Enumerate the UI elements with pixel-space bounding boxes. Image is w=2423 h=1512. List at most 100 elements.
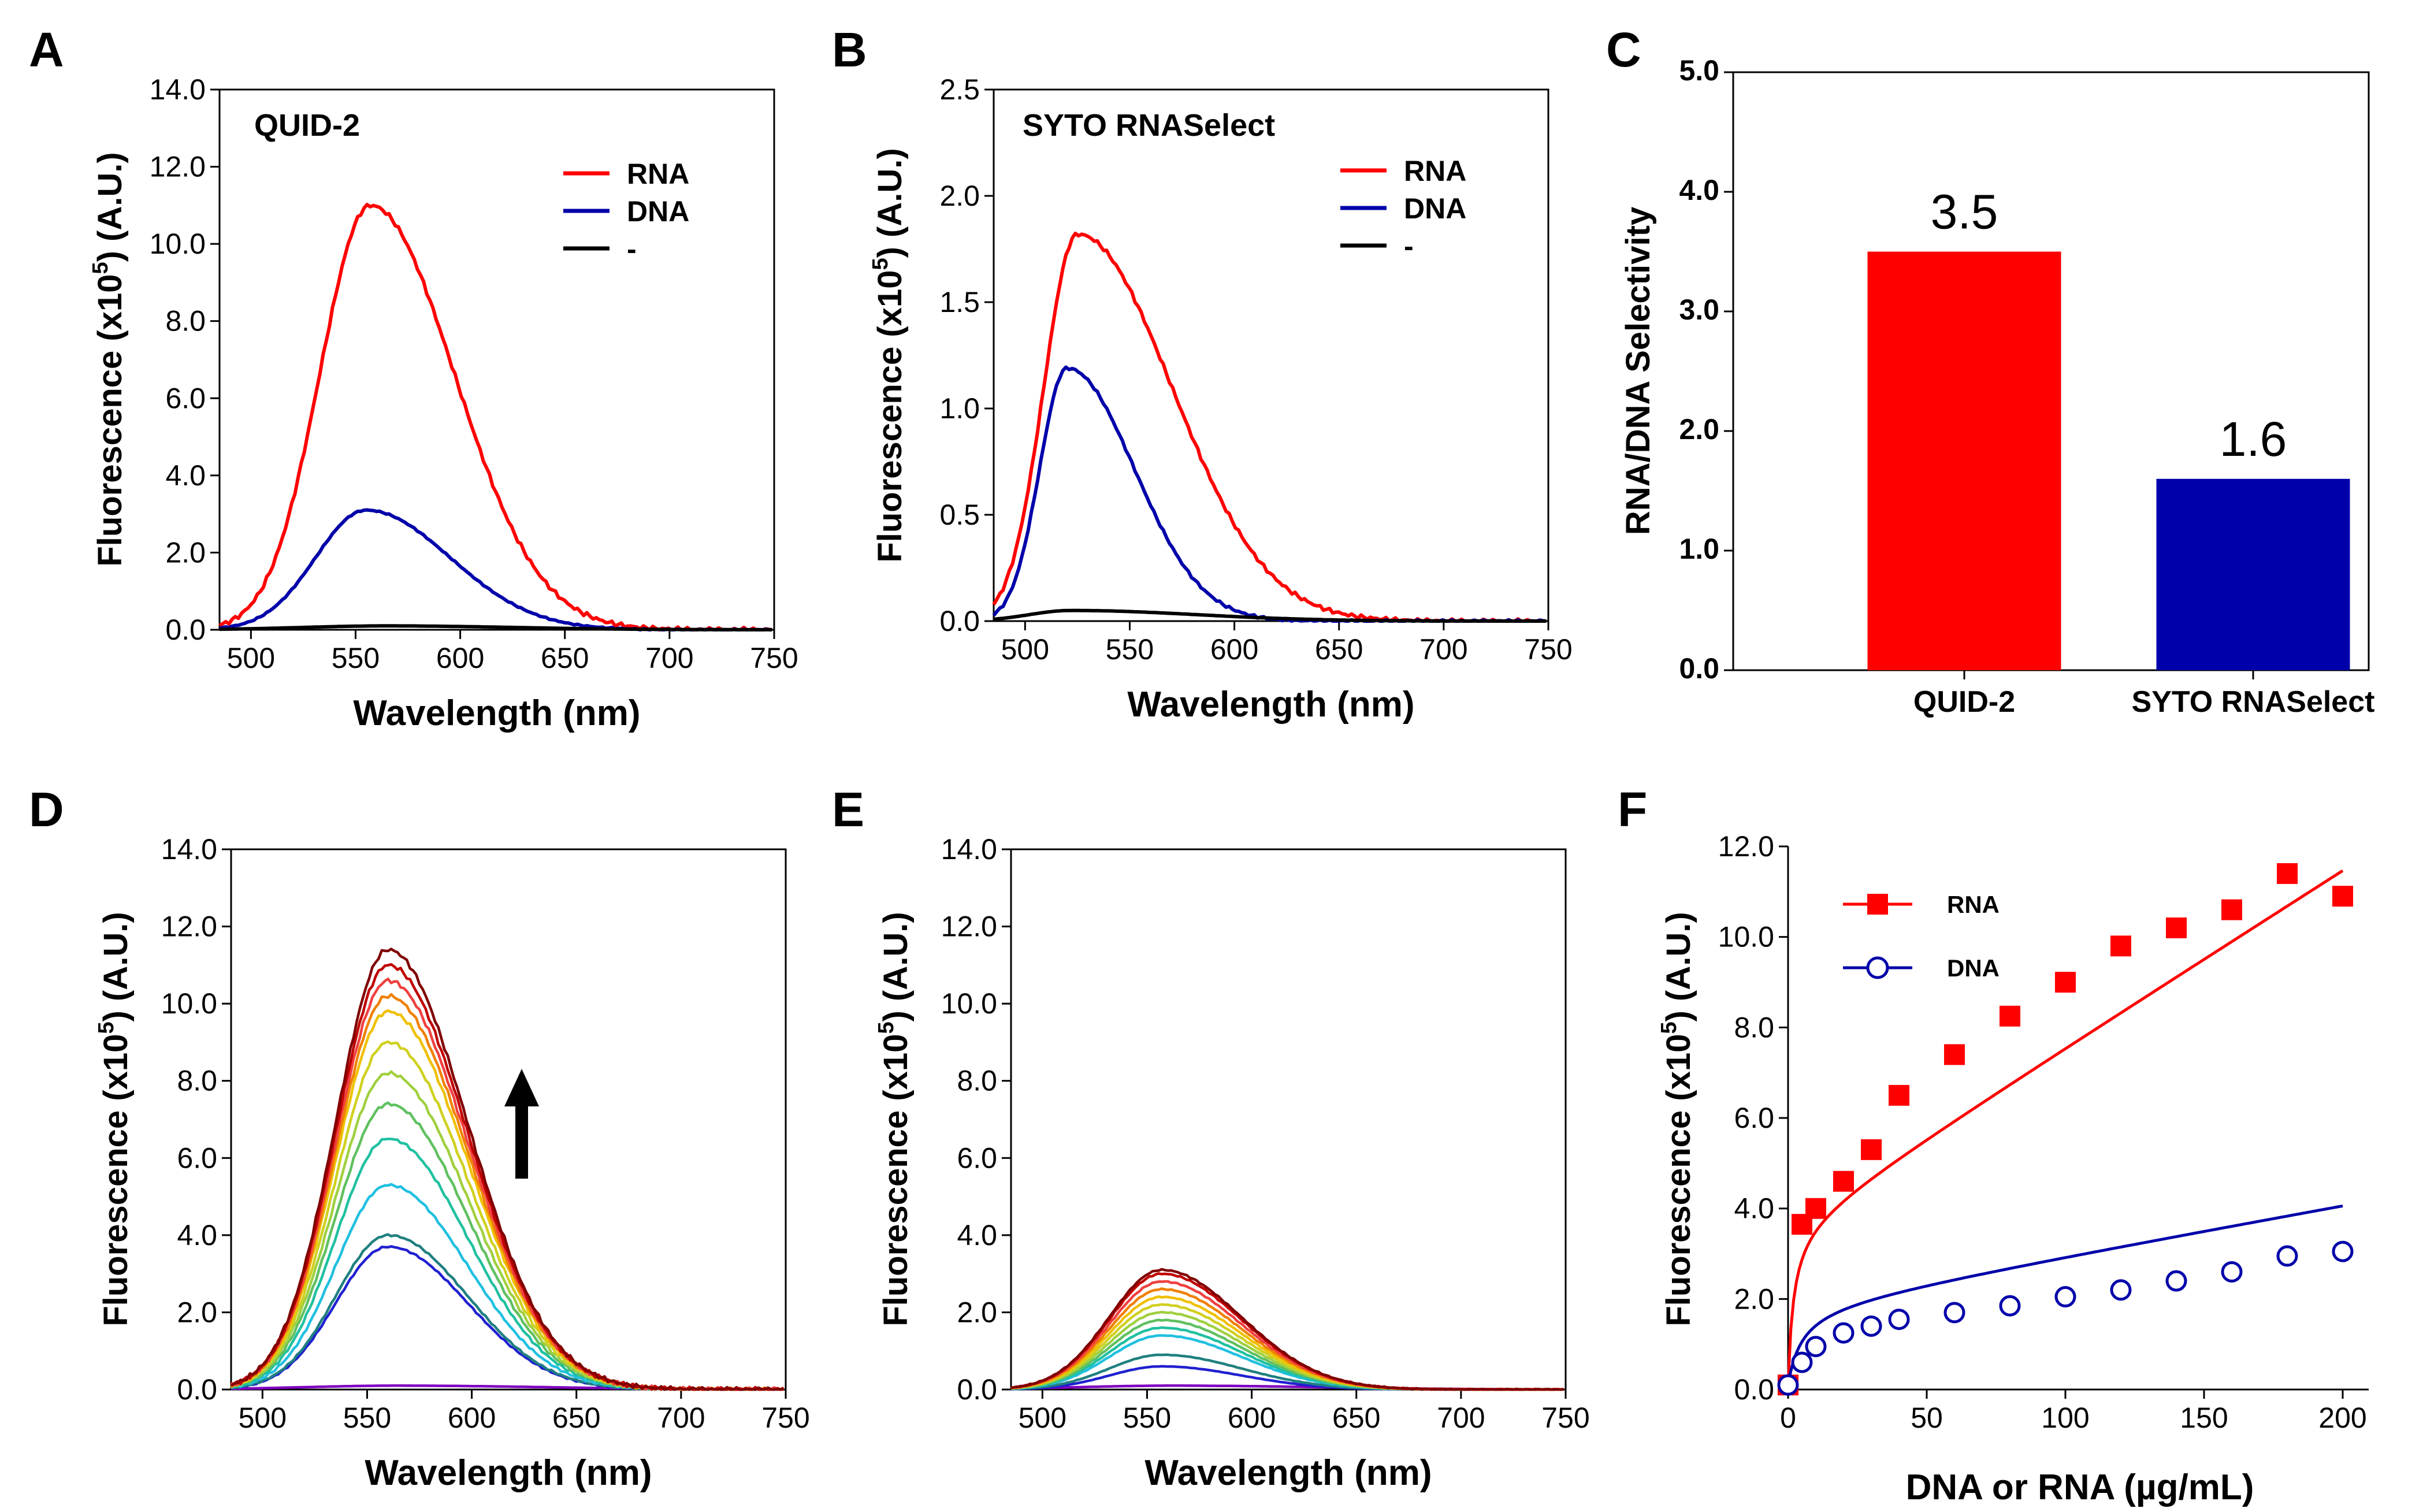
panel-d-titration-curve [230,978,785,1391]
panel-f-x-axis: 0 50 100 150 200 [1780,1390,2367,1434]
panel-b-title: SYTO RNASelect [1023,108,1275,143]
panel-c-y-axis-label: RNA/DNA Selectivity [1619,207,1657,535]
panel-a-y-axis-label: Fluorescence (x105) (A.U.) [88,152,129,566]
y-tick-label: 1.0 [1679,533,1719,565]
panel-f-legend-marker-dna [1866,956,1889,979]
y-tick-label: 5.0 [1679,54,1719,87]
panel-b-y-axis: 0.0 0.5 1.0 1.5 2.0 2.5 [939,73,994,637]
panel-a-y-axis: 0.0 2.0 4.0 6.0 8.0 10.0 12.0 14.0 [150,73,220,646]
y-tick-label: 0.0 [957,1373,997,1406]
panel-f-point-dna [2332,1240,2354,1262]
panel-c-bar-value-label: 3.5 [1931,185,1998,239]
panel-c-bars: 3.5 QUID-2 1.6 SYTO RNASelect [1867,185,2374,719]
panel-d-arrow-head [504,1069,539,1106]
panel-d-y-axis: 0.0 2.0 4.0 6.0 8.0 10.0 12.0 14.0 [161,833,231,1406]
y-tick-label: 0.5 [939,499,980,531]
x-tick-label: 700 [1437,1402,1485,1434]
panel-e-plot-frame [1010,848,1567,1391]
panel-letter-d: D [29,782,64,837]
x-tick-label: 750 [761,1402,809,1434]
panel-b-legend-none: - [1404,230,1414,262]
panel-b: B 0.00.51.01.52.02.5 500 550 600 650 700 750 … [832,23,1573,725]
panel-f-point-rna [1944,1044,1965,1065]
panel-d-titration-curve [230,963,784,1391]
panel-a-series-line-dna [219,508,772,631]
panel-f-y-axis: 0.0 2.0 4.0 6.0 8.0 10.0 12.0 [1718,830,1788,1406]
y-tick-label: 12.0 [150,151,206,183]
x-tick-label: 750 [1541,1402,1589,1434]
panel-a-plot-frame [218,88,775,631]
y-tick-label: 1.0 [939,392,980,425]
x-tick-label: 700 [1419,633,1467,666]
panel-c-bar-quid-2 [1867,251,2061,670]
panel-a-series-line-none [219,624,772,631]
panel-letter-a: A [29,23,64,77]
y-tick-label: 12.0 [161,911,217,943]
panel-f: F 0.0 2.0 4.0 6.0 8.0 10.0 12.0 0 50 100 150 200 R… [1618,782,2369,1507]
y-tick-label: 10.0 [1718,921,1774,953]
panel-b-legend-dna: DNA [1404,192,1466,225]
x-tick-label: 650 [1332,1402,1380,1434]
x-tick-label: 750 [750,642,798,674]
panel-e-y-axis-label: Fluorescence (x105) (A.U.) [874,912,915,1326]
y-tick-label: 2.0 [165,536,206,569]
x-tick-label: 500 [227,642,275,674]
panel-f-point-dna [2110,1279,2132,1301]
x-tick-label: 550 [1106,633,1154,666]
y-tick-label: 6.0 [957,1142,997,1174]
panel-a-legend: RNA DNA - [563,158,689,265]
panel-letter-b: B [832,23,867,77]
x-tick-label: 600 [1210,633,1258,666]
panel-b-series [992,231,1547,623]
panel-b-plot-frame [993,88,1549,622]
panel-f-point-rna [2000,1005,2020,1027]
panel-e-x-axis: 500 550 600 650 700 750 [1019,1390,1590,1434]
panel-f-y-axis-label: Fluorescence (x105) (A.U.) [1657,912,1697,1326]
x-tick-label: 200 [2318,1402,2366,1434]
y-tick-label: 3.0 [1679,294,1719,326]
panel-letter-c: C [1606,23,1641,77]
x-tick-label: 0 [1780,1402,1796,1434]
panel-f-fit-line-rna [1786,869,2344,1385]
y-tick-label: 10.0 [161,987,217,1020]
y-tick-label: 12.0 [941,911,997,943]
panel-f-point-rna [2277,863,2298,884]
x-tick-label: 700 [657,1402,705,1434]
y-tick-label: 1.5 [939,286,980,318]
panel-a-series [218,203,772,631]
panel-f-point-dna [1999,1295,2021,1317]
panel-d-increase-arrow [504,1069,539,1179]
panel-f-point-dna [2221,1261,2243,1283]
x-tick-label: 500 [239,1402,287,1434]
y-tick-label: 6.0 [1734,1102,1774,1134]
x-tick-label: 650 [541,642,589,674]
panel-a-legend-none: - [627,233,637,265]
panel-e-titration-curve [1010,1268,1564,1391]
panel-b-y-axis-label: Fluorescence (x105) (A.U.) [868,148,909,562]
x-tick-label: 550 [332,642,380,674]
y-tick-label: 2.0 [957,1296,997,1328]
panel-letter-e: E [832,782,864,837]
panel-f-point-dna [1805,1336,1827,1358]
y-tick-label: 0.0 [1679,652,1719,685]
y-tick-label: 14.0 [150,73,206,106]
panel-d-x-axis-label: Wavelength (nm) [365,1453,652,1493]
panel-f-point-dna [2165,1270,2187,1292]
panel-f-legend-dna: DNA [1947,954,2000,982]
panel-b-x-axis-label: Wavelength (nm) [1127,685,1414,725]
panel-c-category-label: QUID-2 [1913,685,2015,719]
y-tick-label: 6.0 [165,382,206,414]
y-tick-label: 8.0 [957,1065,997,1097]
y-tick-label: 2.0 [939,180,980,212]
panel-d-y-axis-label: Fluorescence (x105) (A.U.) [94,912,135,1326]
x-tick-label: 100 [2041,1402,2089,1434]
panel-b-series-line-dna [992,365,1547,623]
panel-f-point-rna [2110,935,2131,957]
panel-a-x-axis-label: Wavelength (nm) [353,693,640,733]
y-tick-label: 4.0 [1679,174,1719,206]
panel-c-bar-value-label: 1.6 [2220,412,2287,466]
panel-d-titration-curve [230,993,784,1391]
panel-f-x-axis-label: DNA or RNA (µg/mL) [1906,1468,2254,1507]
y-tick-label: 8.0 [165,305,206,337]
